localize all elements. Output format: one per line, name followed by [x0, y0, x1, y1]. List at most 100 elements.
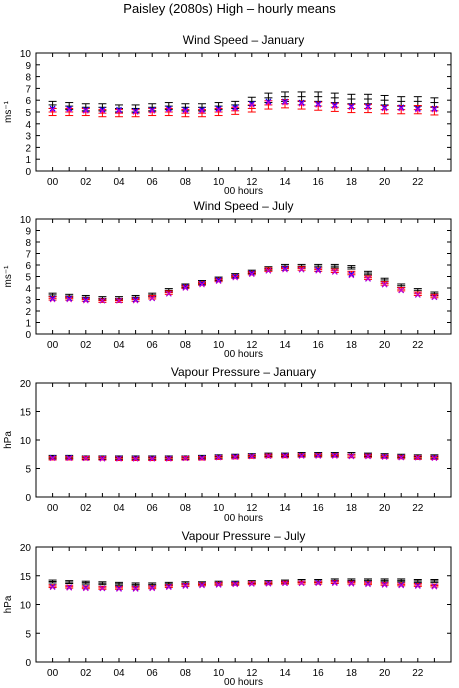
x-stroke — [116, 106, 122, 113]
x-axis-label: 00 hours — [224, 677, 263, 688]
x-marker — [66, 105, 73, 112]
x-stroke — [49, 296, 56, 303]
x-marker — [265, 98, 272, 105]
x-stroke — [298, 100, 305, 107]
x-marker — [248, 270, 255, 276]
x-marker — [248, 453, 255, 460]
errorbar-point — [380, 94, 389, 106]
x-marker — [248, 102, 255, 108]
x-marker — [182, 285, 189, 291]
x-stroke — [132, 296, 139, 303]
x-marker — [199, 455, 205, 462]
x-marker — [331, 103, 338, 109]
x-stroke — [215, 454, 222, 461]
x-marker — [199, 280, 205, 287]
x-marker — [282, 265, 288, 272]
x-marker — [298, 100, 305, 107]
x-stroke — [348, 103, 355, 109]
x-marker — [282, 453, 288, 459]
x-tick-label: 14 — [279, 177, 291, 188]
x-marker — [315, 580, 322, 587]
x-tick-label: 14 — [279, 340, 291, 351]
x-marker — [431, 106, 438, 113]
x-stroke — [365, 104, 371, 111]
x-stroke — [232, 105, 239, 112]
x-tick-label: 14 — [279, 668, 291, 679]
x-marker — [116, 586, 122, 592]
x-stroke — [331, 269, 338, 275]
x-stroke — [298, 580, 305, 587]
x-tick-label: 18 — [346, 177, 358, 188]
x-marker — [165, 106, 172, 113]
x-marker — [199, 582, 205, 589]
x-stroke — [132, 297, 139, 304]
x-stroke — [315, 100, 322, 107]
y-tick-label: 15 — [20, 408, 32, 419]
x-stroke — [265, 580, 272, 587]
x-stroke — [265, 99, 272, 106]
x-stroke — [282, 98, 288, 105]
x-stroke — [315, 266, 322, 273]
x-marker — [331, 453, 338, 459]
x-stroke — [215, 106, 222, 113]
errorbar-point — [98, 581, 107, 586]
x-stroke — [82, 106, 89, 113]
y-tick-label: 8 — [25, 73, 31, 84]
x-marker — [132, 586, 139, 592]
x-marker — [82, 106, 89, 113]
x-stroke — [315, 102, 322, 108]
x-tick-label: 16 — [313, 503, 325, 514]
x-marker — [398, 104, 405, 111]
x-marker — [248, 100, 255, 107]
x-stroke — [431, 583, 438, 590]
y-tick-label: 5 — [25, 629, 31, 640]
x-stroke — [265, 453, 272, 459]
x-marker — [82, 585, 89, 592]
x-tick-label: 04 — [113, 340, 125, 351]
x-tick-label: 00 — [47, 503, 59, 514]
x-marker — [165, 105, 172, 112]
x-stroke — [365, 581, 371, 588]
series-blue — [49, 98, 438, 114]
y-tick-label: 0 — [25, 167, 31, 178]
x-marker — [232, 104, 239, 111]
y-tick-label: 0 — [25, 493, 31, 504]
x-marker — [215, 277, 222, 283]
x-stroke — [398, 287, 405, 294]
x-marker — [348, 453, 355, 460]
y-tick-label: 0 — [25, 330, 31, 341]
x-stroke — [99, 585, 106, 592]
x-marker — [431, 455, 438, 462]
x-marker — [66, 584, 73, 591]
x-stroke — [298, 99, 305, 106]
x-stroke — [315, 453, 322, 459]
x-marker — [265, 453, 272, 459]
x-stroke — [116, 297, 122, 304]
x-marker — [298, 266, 305, 273]
x-marker — [431, 294, 438, 301]
errorbar-point — [397, 578, 406, 583]
panel-3: Vapour Pressure – July 0 5 10 15 20 00 02 04 06 08… — [3, 529, 452, 688]
x-stroke — [348, 580, 355, 587]
x-tick-label: 08 — [180, 177, 192, 188]
x-tick-label: 12 — [246, 503, 258, 514]
x-tick-label: 04 — [113, 177, 125, 188]
x-marker — [149, 585, 156, 592]
x-stroke — [199, 280, 205, 287]
x-marker — [331, 580, 338, 587]
x-marker — [82, 296, 89, 303]
x-stroke — [149, 295, 156, 302]
x-marker — [298, 99, 305, 106]
x-marker — [315, 453, 322, 459]
errorbar-point — [380, 277, 389, 283]
errorbar-point — [65, 580, 74, 585]
x-stroke — [398, 105, 405, 112]
errorbar-point — [115, 581, 123, 586]
x-marker — [365, 453, 371, 460]
x-stroke — [414, 105, 421, 112]
x-stroke — [215, 105, 222, 112]
y-tick-label: 6 — [25, 261, 31, 272]
x-marker — [149, 106, 156, 113]
plot-frame — [35, 382, 452, 498]
